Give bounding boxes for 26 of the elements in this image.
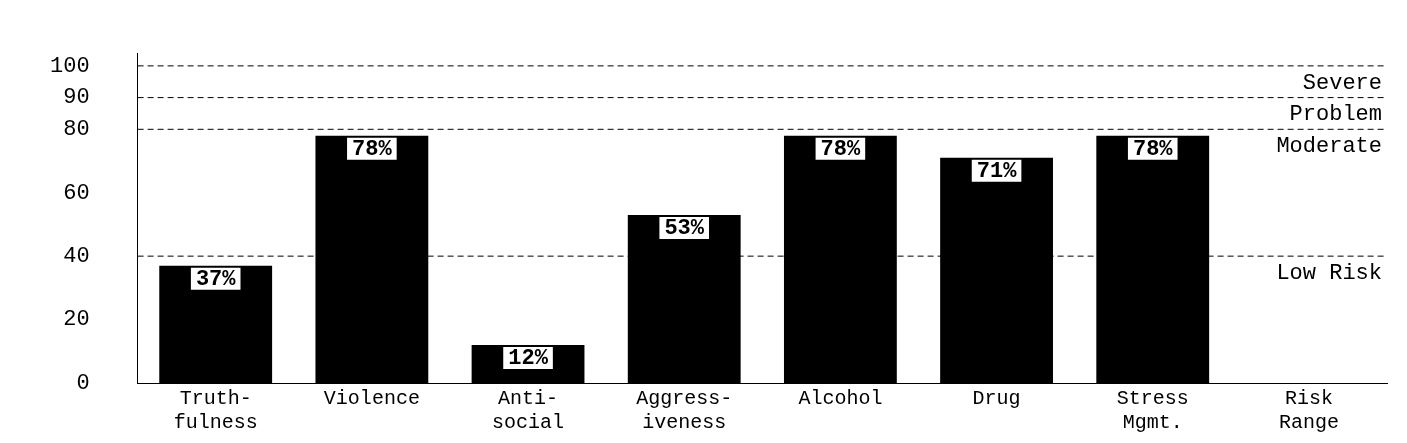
- y-tick-label: 80: [63, 117, 90, 143]
- data-label: 53%: [664, 216, 705, 242]
- y-tick-label: 0: [76, 370, 90, 396]
- x-tick-label: Aggress- iveness: [636, 387, 733, 435]
- y-tick-label: 100: [50, 53, 90, 79]
- ref-line-label: Severe: [1302, 70, 1382, 96]
- x-tick-label: Violence: [323, 387, 420, 411]
- y-tick-label: 90: [63, 85, 90, 111]
- x-tick-label: Drug: [972, 387, 1021, 411]
- ref-line-label: Low Risk: [1276, 260, 1382, 286]
- y-tick-label: 20: [63, 307, 90, 333]
- x-tick-label: Stress Mgmt.: [1116, 387, 1189, 435]
- x-tick-label: Truth- fulness: [173, 387, 258, 435]
- ref-line-label: Problem: [1289, 102, 1382, 128]
- data-label: 78%: [820, 137, 861, 163]
- y-tick-label: 60: [63, 180, 90, 206]
- ref-line-label: Moderate: [1276, 134, 1382, 160]
- data-label: 78%: [352, 137, 393, 163]
- data-label: 12%: [508, 346, 549, 372]
- x-tick-label: Alcohol: [798, 387, 883, 411]
- x-tick-label: Anti- social: [492, 387, 565, 435]
- x-tick-label: Risk Range: [1278, 387, 1339, 435]
- data-label: 37%: [195, 267, 237, 293]
- data-label: 78%: [1132, 137, 1174, 163]
- y-tick-label: 40: [63, 243, 90, 269]
- data-label: 71%: [976, 159, 1018, 185]
